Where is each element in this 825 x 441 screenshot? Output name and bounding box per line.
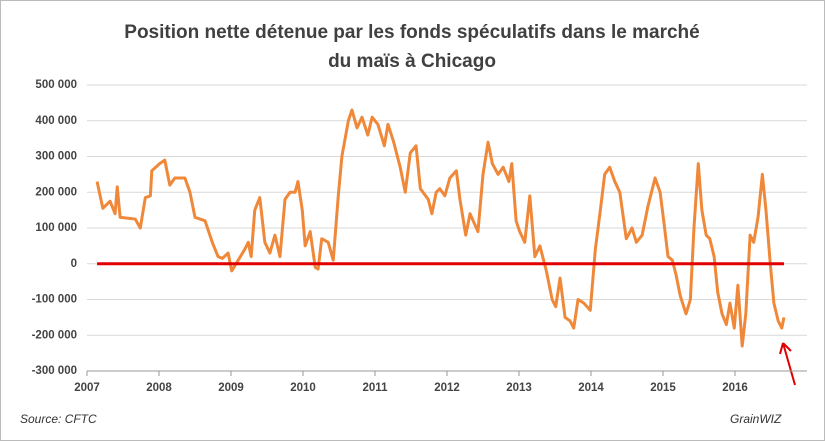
chart-title: Position nette détenue par les fonds spé… bbox=[124, 22, 699, 43]
logo: GrainWIZ bbox=[730, 412, 782, 426]
x-tick-label: 2012 bbox=[434, 382, 460, 394]
y-tick-label: 500 000 bbox=[35, 79, 77, 91]
arrow bbox=[779, 342, 796, 386]
y-tick-label: -200 000 bbox=[32, 329, 77, 341]
x-tick-label: 2008 bbox=[146, 382, 172, 394]
y-tick-label: 300 000 bbox=[35, 151, 77, 163]
y-tick-label: 0 bbox=[71, 258, 77, 270]
y-tick-label: 100 000 bbox=[35, 222, 77, 234]
x-tick-label: 2013 bbox=[506, 382, 532, 394]
x-tick-label: 2007 bbox=[74, 382, 100, 394]
x-tick-label: 2010 bbox=[290, 382, 316, 394]
chart-title: du maïs à Chicago bbox=[328, 51, 496, 72]
x-tick-label: 2016 bbox=[722, 382, 748, 394]
x-tick-label: 2009 bbox=[218, 382, 244, 394]
x-tick-label: 2011 bbox=[363, 382, 389, 394]
y-tick-label: -300 000 bbox=[32, 365, 77, 377]
y-tick-label: 200 000 bbox=[35, 186, 77, 198]
x-tick-label: 2014 bbox=[578, 382, 604, 394]
source: Source: CFTC bbox=[20, 412, 97, 426]
y-tick-label: 400 000 bbox=[35, 115, 77, 127]
data-line bbox=[95, 108, 786, 348]
x-tick-label: 2015 bbox=[650, 382, 676, 394]
y-tick-label: -100 000 bbox=[32, 294, 77, 306]
